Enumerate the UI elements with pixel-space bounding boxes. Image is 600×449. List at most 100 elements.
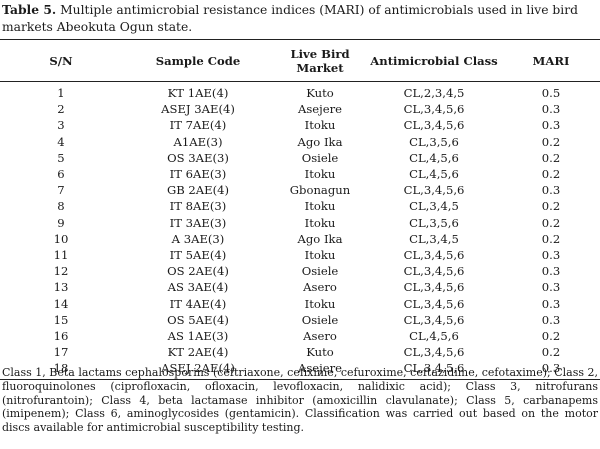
cell-sn: 11 [53,248,69,263]
cell-antimicrobial-class: CL,4,5,6 [409,150,459,165]
cell-sample-code: AS 1AE(3) [167,329,229,344]
cell-antimicrobial-class: CL,4,5,6 [409,167,459,182]
cell-sample-code: ASEJ 2AE(4) [161,361,235,376]
table-row: 3 IT 7AE(4) Itoku CL,3,4,5,6 0.3 [0,117,600,133]
table-row: 8 IT 8AE(3) Itoku CL,3,4,5 0.2 [0,198,600,214]
table-row: 15 OS 5AE(4) Osiele CL,3,4,5,6 0.3 [0,312,600,328]
table-row: 11 IT 5AE(4) Itoku CL,3,4,5,6 0.3 [0,247,600,263]
table-row: 10 A 3AE(3) Ago Ika CL,3,4,5 0.2 [0,231,600,247]
cell-sn: 10 [53,231,69,246]
cell-sn: 9 [57,215,65,230]
cell-live-bird-market: Asejere [297,361,343,376]
cell-sample-code: KT 1AE(4) [167,86,229,100]
cell-mari: 0.2 [541,215,561,230]
cell-antimicrobial-class: CL,3,4,5,6 [403,345,465,360]
table-row: 4 A1AE(3) Ago Ika CL,3,5,6 0.2 [0,134,600,150]
cell-sn: 18 [53,361,69,376]
cell-mari: 0.3 [541,102,561,117]
cell-sample-code: IT 8AE(3) [169,199,227,214]
cell-sn: 12 [53,264,69,279]
cell-sample-code: OS 2AE(4) [167,264,229,279]
cell-antimicrobial-class: CL,3,5,6 [409,134,459,149]
cell-antimicrobial-class: CL,2,3,4,5 [403,86,465,100]
cell-mari: 0.2 [541,231,561,246]
cell-mari: 0.3 [541,118,561,133]
cell-live-bird-market: Osiele [301,312,339,327]
cell-live-bird-market: Osiele [301,264,339,279]
table-caption: Table 5. Multiple antimicrobial resistan… [2,1,594,36]
cell-live-bird-market: Gbonagun [289,183,351,198]
table-row: 17 KT 2AE(4) Kuto CL,3,4,5,6 0.2 [0,344,600,360]
cell-sn: 3 [57,118,65,133]
header-live-bird-market: Live Bird Market [290,46,350,75]
cell-live-bird-market: Kuto [306,345,334,360]
table-body: 1 KT 1AE(4) Kuto CL,2,3,4,5 0.5 2 ASEJ 3AE(4) A… [0,82,600,380]
cell-antimicrobial-class: CL,3,4,5,6 [403,280,465,295]
cell-antimicrobial-class: CL,3,4,5,6 [403,361,465,376]
cell-live-bird-market: Osiele [301,150,339,165]
cell-antimicrobial-class: CL,3,4,5,6 [403,248,465,263]
cell-mari: 0.2 [541,199,561,214]
table-row: 13 AS 3AE(4) Asero CL,3,4,5,6 0.3 [0,279,600,295]
cell-sample-code: AS 3AE(4) [167,280,229,295]
cell-sn: 6 [57,167,65,182]
cell-mari: 0.3 [541,296,561,311]
cell-antimicrobial-class: CL,3,4,5,6 [403,118,465,133]
cell-sn: 15 [53,312,69,327]
cell-live-bird-market: Itoku [304,167,336,182]
cell-sample-code: IT 5AE(4) [169,248,227,263]
cell-mari: 0.5 [541,86,561,100]
cell-sample-code: ASEJ 3AE(4) [161,102,235,117]
cell-mari: 0.2 [541,134,561,149]
cell-sample-code: OS 3AE(3) [167,150,229,165]
cell-sample-code: OS 5AE(4) [167,312,229,327]
cell-antimicrobial-class: CL,3,4,5,6 [403,183,465,198]
cell-live-bird-market: Itoku [304,118,336,133]
header-mari: MARI [532,53,570,68]
cell-mari: 0.2 [541,167,561,182]
header-sample-code: Sample Code [155,53,241,68]
table-caption-label: Table 5. [2,2,57,17]
header-antimicrobial-class: Antimicrobial Class [370,53,498,68]
table-row: 18 ASEJ 2AE(4) Asejere CL,3,4,5,6 0.3 [0,360,600,380]
cell-sn: 16 [53,329,69,344]
cell-sample-code: IT 6AE(3) [169,167,227,182]
cell-sn: 13 [53,280,69,295]
cell-sn: 1 [57,86,65,100]
cell-mari: 0.3 [541,183,561,198]
cell-live-bird-market: Asejere [297,102,343,117]
cell-antimicrobial-class: CL,3,5,6 [409,215,459,230]
cell-live-bird-market: Itoku [304,199,336,214]
cell-sn: 2 [57,102,65,117]
header-sn: S/N [49,53,73,68]
header-row: S/N Sample Code Live Bird Market Antimicrob… [0,39,600,82]
cell-mari: 0.2 [541,345,561,360]
table-row: 6 IT 6AE(3) Itoku CL,4,5,6 0.2 [0,166,600,182]
cell-live-bird-market: Ago Ika [297,134,343,149]
cell-mari: 0.2 [541,329,561,344]
table-row: 2 ASEJ 3AE(4) Asejere CL,3,4,5,6 0.3 [0,101,600,117]
cell-antimicrobial-class: CL,3,4,5 [409,231,459,246]
table-header: S/N Sample Code Live Bird Market Antimicrob… [0,39,600,82]
table-row: 14 IT 4AE(4) Itoku CL,3,4,5,6 0.3 [0,296,600,312]
table-caption-text: Multiple antimicrobial resistance indice… [2,3,578,34]
cell-sample-code: A1AE(3) [173,134,223,149]
cell-antimicrobial-class: CL,3,4,5,6 [403,102,465,117]
cell-mari: 0.3 [541,361,561,376]
table-row: 9 IT 3AE(3) Itoku CL,3,5,6 0.2 [0,215,600,231]
cell-sample-code: A 3AE(3) [171,231,225,246]
cell-live-bird-market: Asero [303,329,337,344]
cell-antimicrobial-class: CL,3,4,5,6 [403,264,465,279]
cell-live-bird-market: Itoku [304,296,336,311]
table-row: 12 OS 2AE(4) Osiele CL,3,4,5,6 0.3 [0,263,600,279]
table-row: 5 OS 3AE(3) Osiele CL,4,5,6 0.2 [0,150,600,166]
cell-sample-code: KT 2AE(4) [167,345,229,360]
cell-mari: 0.3 [541,248,561,263]
table-row: 1 KT 1AE(4) Kuto CL,2,3,4,5 0.5 [0,82,600,102]
table-row: 7 GB 2AE(4) Gbonagun CL,3,4,5,6 0.3 [0,182,600,198]
cell-sn: 4 [57,134,65,149]
table-row: 16 AS 1AE(3) Asero CL,4,5,6 0.2 [0,328,600,344]
cell-live-bird-market: Asero [303,280,337,295]
cell-mari: 0.3 [541,280,561,295]
